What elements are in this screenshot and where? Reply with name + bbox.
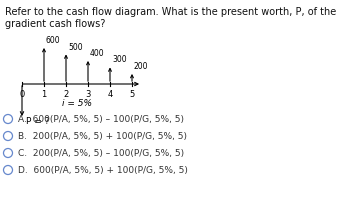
Text: 2: 2 bbox=[63, 89, 69, 99]
Text: i = 5%: i = 5% bbox=[62, 99, 92, 107]
Text: B.  200(P/A, 5%, 5) + 100(P/G, 5%, 5): B. 200(P/A, 5%, 5) + 100(P/G, 5%, 5) bbox=[18, 132, 187, 141]
Text: 5: 5 bbox=[130, 89, 135, 99]
Text: 200: 200 bbox=[134, 62, 148, 71]
Text: P = ?: P = ? bbox=[26, 116, 49, 125]
Text: 0: 0 bbox=[19, 89, 25, 99]
Text: C.  200(P/A, 5%, 5) – 100(P/G, 5%, 5): C. 200(P/A, 5%, 5) – 100(P/G, 5%, 5) bbox=[18, 149, 184, 158]
Text: Refer to the cash flow diagram. What is the present worth, P, of the gradient ca: Refer to the cash flow diagram. What is … bbox=[5, 7, 336, 28]
Text: 4: 4 bbox=[107, 89, 113, 99]
Text: 3: 3 bbox=[85, 89, 91, 99]
Text: A.  600(P/A, 5%, 5) – 100(P/G, 5%, 5): A. 600(P/A, 5%, 5) – 100(P/G, 5%, 5) bbox=[18, 115, 184, 124]
Text: 300: 300 bbox=[112, 55, 127, 64]
Text: 600: 600 bbox=[46, 36, 61, 45]
Text: 1: 1 bbox=[41, 89, 47, 99]
Text: D.  600(P/A, 5%, 5) + 100(P/G, 5%, 5): D. 600(P/A, 5%, 5) + 100(P/G, 5%, 5) bbox=[18, 166, 188, 175]
Text: 400: 400 bbox=[90, 49, 105, 58]
Text: 500: 500 bbox=[68, 42, 83, 51]
